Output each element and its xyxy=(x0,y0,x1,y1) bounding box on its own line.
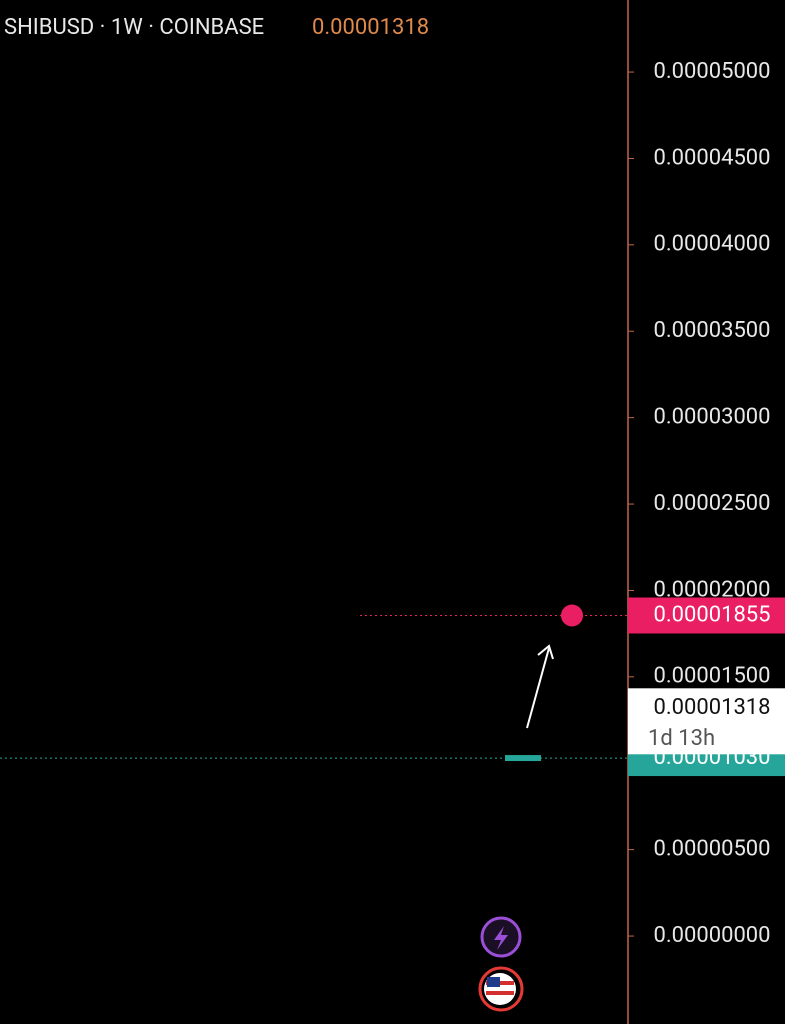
header-price: 0.00001318 xyxy=(312,15,429,40)
y-tick-label: 0.00004500 xyxy=(653,145,770,170)
y-tick-label: 0.00002500 xyxy=(653,491,770,516)
level-label: 0.00001855 xyxy=(653,602,770,627)
level-marker xyxy=(561,604,583,627)
y-tick-label: 0.00004000 xyxy=(653,232,770,257)
lightning-glyph xyxy=(494,926,508,950)
level-label-box xyxy=(628,597,785,634)
chart-title: SHIBUSD · 1W · COINBASE xyxy=(4,15,264,40)
level-marker xyxy=(505,755,541,762)
countdown-label: 1d 13h xyxy=(648,726,715,751)
flag-icon[interactable] xyxy=(478,966,524,1012)
y-tick-label: 0.00003500 xyxy=(653,318,770,343)
y-tick-label: 0.00001500 xyxy=(653,664,770,689)
flag-canton xyxy=(487,977,500,987)
y-tick-label: 0.00003000 xyxy=(653,404,770,429)
y-tick-label: 0.00005000 xyxy=(653,59,770,84)
current-price-box xyxy=(628,688,785,755)
y-tick-label: 0.00000500 xyxy=(653,836,770,861)
current-price-label: 0.00001318 xyxy=(653,695,770,720)
flag-stripe xyxy=(486,991,514,995)
annotation-arrowhead xyxy=(537,644,554,660)
y-tick-label: 0.00000000 xyxy=(653,923,770,948)
annotation-arrow xyxy=(526,647,550,729)
